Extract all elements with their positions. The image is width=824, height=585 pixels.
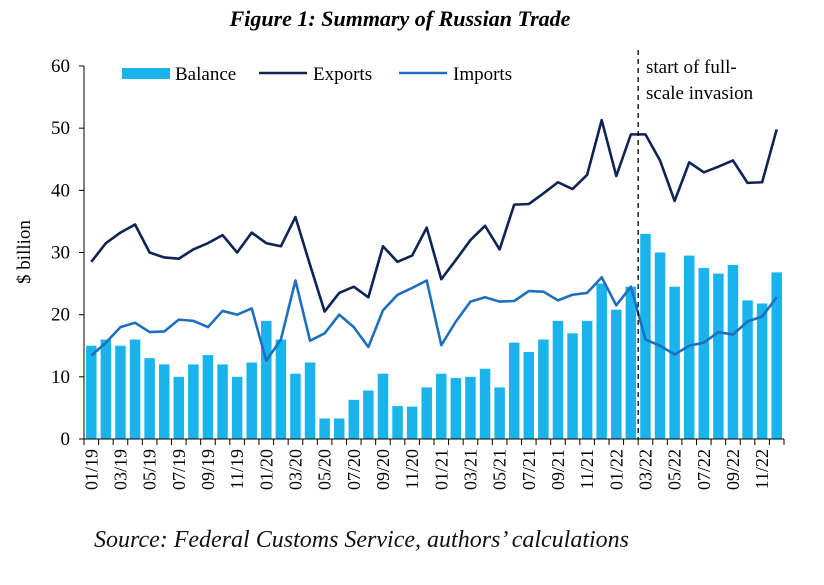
y-tick-label-60: 60	[51, 56, 70, 77]
balance-bar-05/22	[669, 286, 680, 439]
x-tick-label-05/19: 05/19	[140, 449, 160, 490]
y-tick-label-0: 0	[61, 429, 71, 450]
balance-bar-07/21	[523, 351, 535, 439]
balance-bar-06/19	[158, 364, 170, 439]
balance-bar-12/20	[421, 387, 432, 439]
balance-bar-01/19	[86, 345, 97, 439]
balance-bar-11/22	[756, 303, 768, 439]
legend-exports-label: Exports	[313, 64, 372, 85]
balance-bar-08/19	[188, 364, 199, 439]
x-tick-label-03/21: 03/21	[460, 449, 480, 490]
x-tick-label-09/21: 09/21	[548, 449, 568, 490]
balance-bar-12/21	[596, 283, 607, 439]
balance-bar-02/20	[275, 339, 287, 439]
x-tick-label-07/19: 07/19	[169, 449, 189, 490]
x-tick-label-03/19: 03/19	[110, 449, 130, 490]
x-tick-label-07/20: 07/20	[344, 449, 364, 490]
x-tick-label-09/19: 09/19	[198, 449, 218, 490]
balance-bar-08/22	[713, 273, 724, 439]
x-tick-label-01/21: 01/21	[431, 449, 451, 490]
balance-bar-05/20	[319, 418, 330, 439]
exports-line	[90, 118, 778, 313]
balance-bar-02/22	[625, 286, 637, 439]
x-tick-label-05/22: 05/22	[665, 449, 685, 490]
x-tick-label-07/22: 07/22	[694, 449, 714, 490]
balance-bar-11/21	[581, 320, 593, 439]
balance-bar-09/19	[202, 355, 214, 439]
x-tick-label-11/21: 11/21	[577, 449, 597, 489]
x-tick-label-07/21: 07/21	[519, 449, 539, 490]
y-tick-label-30: 30	[51, 243, 70, 264]
balance-bar-04/21	[479, 368, 491, 439]
x-tick-label-01/20: 01/20	[256, 449, 276, 490]
balance-bar-06/20	[333, 418, 345, 439]
y-tick-label-20: 20	[51, 305, 70, 326]
balance-bar-06/21	[508, 342, 520, 439]
x-tick-label-11/20: 11/20	[402, 449, 422, 489]
axes: 0 10 20 30 40 50 60 $ billion 01/19 03/19 05/19 07/…	[14, 56, 785, 490]
legend-balance-label: Balance	[175, 64, 236, 85]
balance-bars	[86, 233, 782, 439]
balance-bar-11/19	[231, 376, 243, 439]
y-tick-label-10: 10	[51, 367, 70, 388]
balance-bar-03/19	[115, 345, 126, 439]
annotation-line-1: start of full-	[646, 57, 737, 78]
balance-bar-07/20	[348, 399, 360, 439]
balance-bar-06/22	[683, 255, 695, 439]
balance-bar-11/20	[406, 406, 418, 439]
balance-bar-03/21	[465, 376, 476, 439]
x-tick-label-09/20: 09/20	[373, 449, 393, 490]
balance-bar-09/21	[552, 320, 564, 439]
x-tick-label-01/22: 01/22	[606, 449, 626, 490]
balance-bar-03/20	[290, 373, 301, 439]
y-axis-title: $ billion	[14, 220, 35, 284]
balance-bar-04/19	[129, 339, 141, 439]
y-tick-label-40: 40	[51, 180, 70, 201]
x-tick-label-05/21: 05/21	[490, 449, 510, 490]
balance-bar-07/19	[173, 376, 185, 439]
invasion-annotation: start of full- scale invasion	[637, 50, 754, 439]
imports-line	[90, 276, 778, 362]
balance-bar-01/20	[261, 320, 272, 439]
x-tick-label-05/20: 05/20	[315, 449, 335, 490]
chart-title: Figure 1: Summary of Russian Trade	[229, 6, 571, 31]
legend-imports-label: Imports	[453, 64, 512, 85]
x-tick-label-09/22: 09/22	[723, 449, 743, 490]
x-tick-label-03/22: 03/22	[635, 449, 655, 490]
balance-bar-02/19	[100, 339, 112, 439]
balance-bar-12/19	[246, 362, 257, 439]
x-tick-label-01/19: 01/19	[81, 449, 101, 490]
balance-bar-10/22	[742, 300, 753, 439]
balance-bar-10/20	[392, 406, 403, 439]
balance-bar-04/20	[304, 362, 316, 439]
balance-bar-01/22	[611, 309, 622, 439]
balance-bar-10/21	[567, 333, 578, 439]
balance-bar-09/20	[377, 373, 389, 439]
legend-balance-swatch	[122, 68, 170, 79]
x-tick-label-11/22: 11/22	[752, 449, 772, 489]
balance-bar-07/22	[698, 268, 710, 439]
balance-bar-08/21	[538, 339, 549, 439]
legend: Balance Exports Imports	[122, 64, 512, 85]
x-tick-label-03/20: 03/20	[285, 449, 305, 490]
series-lines	[90, 118, 778, 362]
balance-bar-05/21	[494, 387, 505, 439]
balance-bar-08/20	[363, 390, 374, 439]
balance-bar-05/19	[144, 358, 155, 439]
x-tick-label-11/19: 11/19	[227, 449, 247, 489]
balance-bar-10/19	[217, 364, 228, 439]
annotation-line-2: scale invasion	[646, 83, 754, 104]
balance-bar-01/21	[436, 373, 447, 439]
source-note: Source: Federal Customs Service, authors…	[94, 527, 630, 553]
y-tick-label-50: 50	[51, 118, 70, 139]
balance-bar-02/21	[450, 378, 462, 439]
balance-bar-09/22	[727, 264, 739, 439]
balance-bar-12/22	[771, 272, 782, 439]
